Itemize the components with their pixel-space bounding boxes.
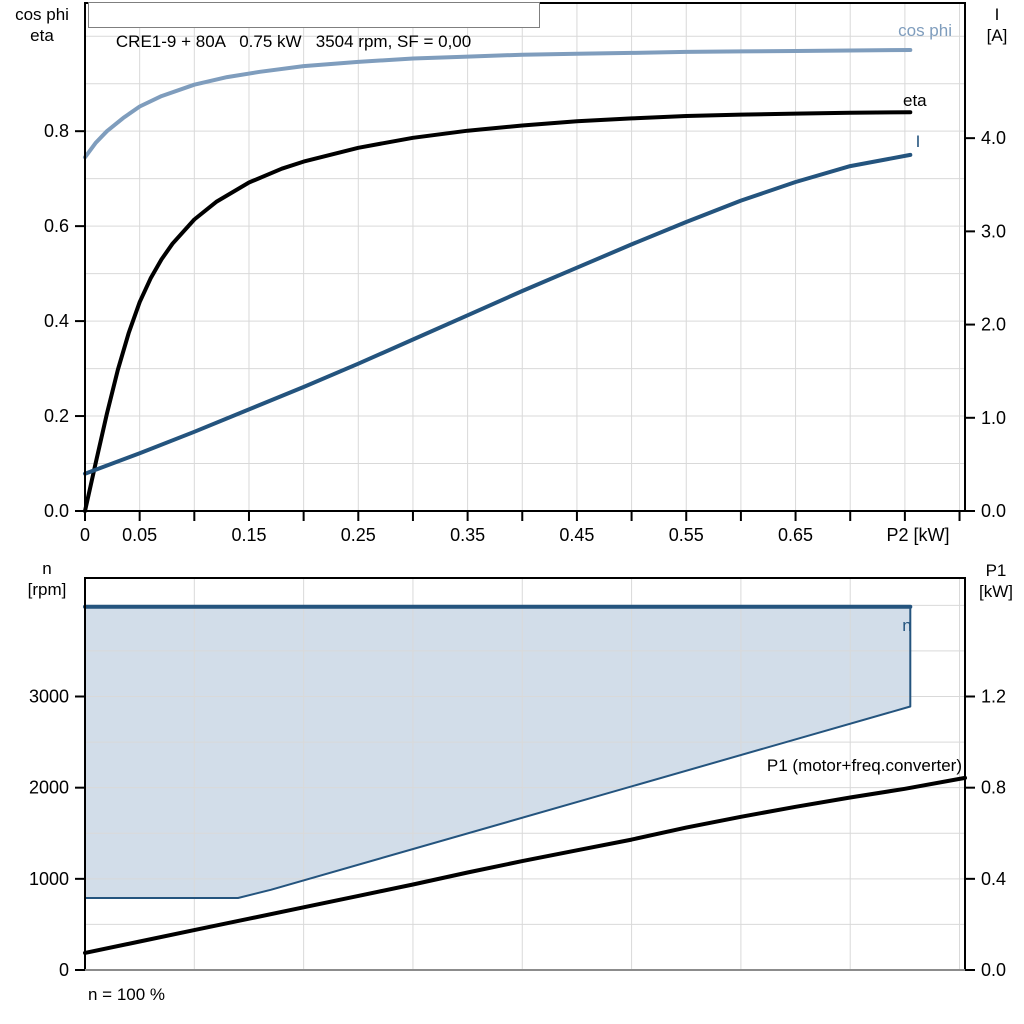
- x-tick-label: 0.55: [669, 525, 704, 545]
- x-tick-label: 0.35: [450, 525, 485, 545]
- series-cos-phi: [83, 48, 913, 160]
- axis-title-line: P1: [985, 561, 1007, 580]
- top-chart-left-axis-title: cos phi eta: [4, 4, 80, 46]
- speed-envelope-area: [85, 606, 911, 898]
- left-tick-label: 0.4: [44, 311, 69, 331]
- right-tick-label: 3.0: [981, 221, 1006, 241]
- series-p1-motor-freq-converter-: [83, 775, 967, 955]
- chart-title: CRE1-9 + 80A 0.75 kW 3504 rpm, SF = 0,00: [115, 32, 472, 51]
- x-tick-label: 0.05: [122, 525, 157, 545]
- series-i: [83, 152, 913, 476]
- cos-phi-curve-label: cos phi: [898, 21, 952, 40]
- right-tick-label: 2.0: [981, 315, 1006, 335]
- right-tick-label: 4.0: [981, 128, 1006, 148]
- axis-title-line: [rpm]: [27, 580, 67, 599]
- right-tick-label: 0.4: [981, 869, 1006, 889]
- left-tick-label: 0: [59, 960, 69, 980]
- bottom-chart-right-axis-title: P1 [kW]: [970, 560, 1022, 602]
- axis-title-line: n: [42, 559, 52, 578]
- series-eta: [83, 110, 913, 513]
- axis-title-line: [A]: [986, 26, 1008, 45]
- chart-title-box: CRE1-9 + 80A 0.75 kW 3504 rpm, SF = 0,00: [88, 2, 540, 51]
- axis-title-line: I: [994, 5, 1000, 24]
- eta-curve-label: eta: [903, 91, 927, 110]
- axis-title-line: [kW]: [979, 582, 1013, 601]
- speed-curve-label: n: [902, 616, 912, 635]
- right-tick-label: 1.2: [981, 687, 1006, 707]
- right-tick-label: 1.0: [981, 408, 1006, 428]
- x-axis-label: P2 [kW]: [886, 525, 949, 545]
- left-tick-label: 0.2: [44, 406, 69, 426]
- x-tick-label: 0.65: [778, 525, 813, 545]
- x-tick-label: 0.25: [341, 525, 376, 545]
- right-tick-label: 0.0: [981, 501, 1006, 521]
- left-tick-label: 0.0: [44, 501, 69, 521]
- x-tick-label: 0: [80, 525, 90, 545]
- left-tick-label: 2000: [29, 778, 69, 798]
- speed-percent-label: n = 100 %: [88, 985, 166, 1004]
- top-chart-right-axis-title: I [A]: [974, 4, 1020, 46]
- right-tick-label: 0.0: [981, 960, 1006, 980]
- left-tick-label: 1000: [29, 869, 69, 889]
- x-tick-label: 0.15: [231, 525, 266, 545]
- p1-curve-label: P1 (motor+freq.converter): [766, 756, 962, 775]
- current-curve-label: I: [915, 132, 921, 151]
- axis-title-line: eta: [30, 26, 54, 45]
- axis-title-line: cos phi: [15, 5, 69, 24]
- x-tick-label: 0.45: [559, 525, 594, 545]
- right-tick-label: 0.8: [981, 778, 1006, 798]
- left-tick-label: 3000: [29, 687, 69, 707]
- left-tick-label: 0.6: [44, 216, 69, 236]
- left-tick-label: 0.8: [44, 121, 69, 141]
- bottom-chart-left-axis-title: n [rpm]: [14, 558, 80, 600]
